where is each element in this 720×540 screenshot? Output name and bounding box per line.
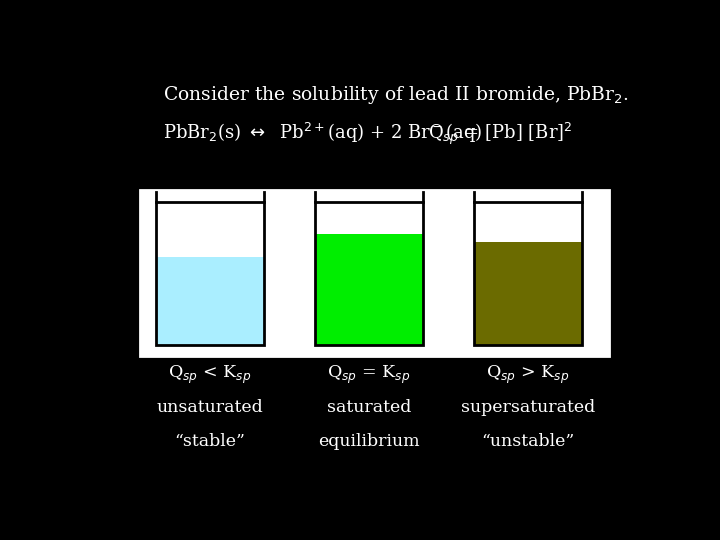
Bar	[156, 256, 264, 346]
Text: Q$_{sp}$ < K$_{sp}$: Q$_{sp}$ < K$_{sp}$	[168, 363, 251, 386]
Bar	[156, 202, 264, 346]
Bar	[315, 202, 423, 346]
Text: “stable”: “stable”	[174, 433, 246, 450]
Bar	[474, 202, 582, 346]
Text: equilibrium: equilibrium	[318, 433, 420, 450]
Text: saturated: saturated	[327, 400, 411, 416]
Text: supersaturated: supersaturated	[461, 400, 595, 416]
Text: unsaturated: unsaturated	[156, 400, 264, 416]
Text: Q$_{sp}$ = K$_{sp}$: Q$_{sp}$ = K$_{sp}$	[328, 363, 410, 386]
Bar	[140, 190, 609, 356]
Text: “unstable”: “unstable”	[482, 433, 575, 450]
Bar	[315, 202, 423, 346]
Bar	[474, 202, 582, 346]
Text: Consider the solubility of lead II bromide, PbBr$_2$.: Consider the solubility of lead II bromi…	[163, 84, 629, 105]
Text: Q$_{sp}$ = [Pb] [Br]$^2$: Q$_{sp}$ = [Pb] [Br]$^2$	[428, 120, 572, 146]
Text: PbBr$_2$(s) $\leftrightarrow$  Pb$^{2+}$(aq) + 2 Br$^-$(aq): PbBr$_2$(s) $\leftrightarrow$ Pb$^{2+}$(…	[163, 122, 482, 145]
Bar	[474, 242, 582, 346]
Bar	[315, 234, 423, 346]
Bar	[156, 202, 264, 346]
Text: Q$_{sp}$ > K$_{sp}$: Q$_{sp}$ > K$_{sp}$	[487, 363, 570, 386]
